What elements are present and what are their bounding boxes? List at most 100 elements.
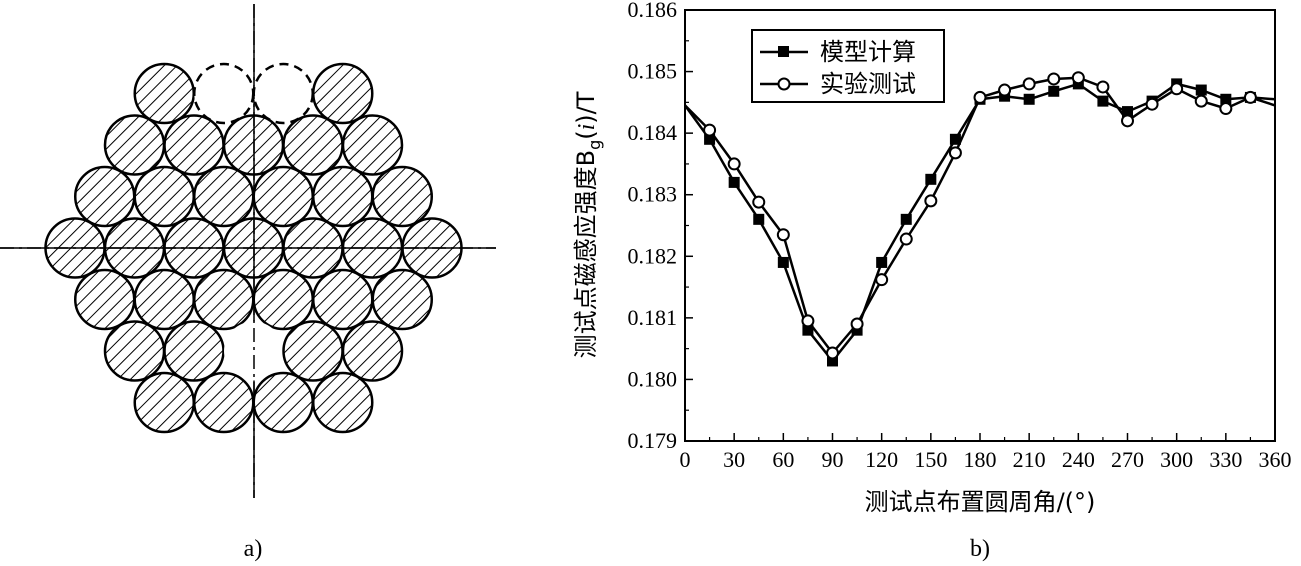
data-point-circle [998,83,1012,97]
data-point-square [1220,93,1232,105]
data-point-circle [899,232,913,246]
data-point-circle [1071,71,1085,85]
data-point-square [728,176,740,188]
vacant-position [224,321,283,381]
data-point-circle [1121,114,1134,128]
data-point-circle [1194,94,1208,108]
y-tick-label: 0.182 [628,243,678,268]
data-point-circle [973,90,987,104]
data-point-square [777,256,789,268]
y-tick-label: 0.180 [628,366,678,391]
data-point-circle [948,146,962,160]
data-point-square [1122,106,1133,118]
conductor-circle [133,268,195,331]
conductor-circle [312,268,374,331]
data-point-circle [801,314,815,328]
data-point-circle [776,228,790,242]
legend-marker-circle [777,77,791,91]
conductor-circle [163,114,225,176]
data-point-square [900,213,912,225]
axis-ticks: 0 30 60 90 120 150 180 210 240 270 300 330 360 0.179 0… [628,0,1292,472]
series-line-experiment [684,76,1276,355]
data-point-square [753,213,765,225]
conductor-circle [341,114,404,176]
conductor-circle [193,268,255,331]
x-tick-label: 30 [723,447,745,472]
y-tick-label: 0.184 [628,120,678,145]
legend-label-model: 模型计算 [820,38,916,66]
data-point-circle [703,123,717,137]
data-point-circle [924,194,938,208]
data-point-circle [727,157,741,171]
conductor-circle [312,165,374,228]
data-point-circle [752,195,766,209]
data-point-circle [1170,82,1184,96]
data-point-square [1048,85,1060,97]
caption-b: b) [970,536,990,562]
x-tick-label: 360 [1259,447,1292,472]
y-tick-label: 0.185 [628,59,678,84]
conductor-circle [312,62,374,125]
conductor-circle [103,320,166,382]
legend: 模型计算 实验测试 [751,29,945,103]
x-tick-label: 210 [1013,447,1046,472]
conductor-circle [74,165,136,228]
data-point-square [1195,84,1207,96]
data-point-square [1097,95,1109,107]
conductor-circle [371,165,433,228]
legend-marker-square [778,46,789,57]
data-point-circle [875,273,889,287]
conductor-circle [282,320,344,382]
conductor-circle [133,371,195,434]
x-tick-label: 150 [914,447,947,472]
x-tick-label: 270 [1111,447,1144,472]
y-tick-label: 0.179 [628,428,678,453]
data-point-square [925,173,937,185]
conductor-circles [44,62,463,434]
data-point-circle [826,346,839,360]
conductor-circle [74,268,136,331]
x-tick-label: 90 [822,447,844,472]
data-point-circle [1145,97,1159,111]
data-point-circle [1243,90,1257,104]
y-axis-label: 测试点磁感应强度Bg(i)/T [572,91,604,358]
x-tick-label: 240 [1062,447,1095,472]
x-tick-label: 0 [680,447,691,472]
removed-conductor-outline [252,62,314,125]
conductor-circle [133,62,195,125]
conductor-circle [193,371,255,434]
data-point-circle [1219,102,1233,116]
data-point-square [876,256,888,268]
data-point-circle [1096,80,1110,94]
x-tick-label: 120 [865,447,898,472]
conductor-circle [133,165,195,228]
x-tick-label: 300 [1160,447,1193,472]
data-point-square [704,133,716,145]
y-tick-label: 0.181 [628,305,678,330]
data-point-square [1023,93,1035,105]
conductor-circle [252,268,314,331]
conductor-circle [282,114,344,176]
conductor-circle [252,371,314,434]
conductor-bundle-diagram [0,4,496,498]
conductor-circle [163,320,225,382]
x-axis-label: 测试点布置圆周角/(°) [865,488,1096,516]
data-point-circle [1047,72,1061,86]
conductor-circle [252,165,314,228]
data-point-circle [850,317,864,331]
x-tick-label: 330 [1209,447,1242,472]
data-point-square [949,133,961,145]
y-tick-label: 0.183 [628,182,678,207]
magnetic-field-chart: 0 30 60 90 120 150 180 210 240 270 300 330 360 0.179 0… [572,0,1292,516]
conductor-circle [103,114,166,176]
conductor-circle [341,320,404,382]
y-tick-label: 0.186 [628,0,678,22]
data-point-circle [1022,77,1036,91]
removed-conductor-outline [193,62,255,125]
conductor-circle [312,371,374,434]
x-tick-label: 180 [964,447,997,472]
conductor-circle [371,268,433,331]
conductor-circle [193,165,255,228]
data-point-square [802,324,814,336]
